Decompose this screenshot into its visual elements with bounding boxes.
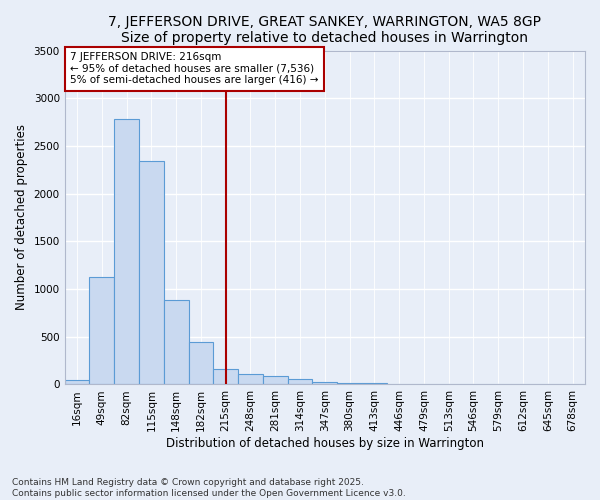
Text: 7 JEFFERSON DRIVE: 216sqm
← 95% of detached houses are smaller (7,536)
5% of sem: 7 JEFFERSON DRIVE: 216sqm ← 95% of detac… [70,52,319,86]
Bar [89,276,114,384]
Title: 7, JEFFERSON DRIVE, GREAT SANKEY, WARRINGTON, WA5 8GP
Size of property relative : 7, JEFFERSON DRIVE, GREAT SANKEY, WARRIN… [109,15,541,45]
Bar [139,161,164,384]
Bar [263,376,287,384]
Bar [313,382,337,384]
Text: Contains HM Land Registry data © Crown copyright and database right 2025.
Contai: Contains HM Land Registry data © Crown c… [12,478,406,498]
Bar [188,342,214,384]
Bar [114,119,139,384]
Bar [164,300,188,384]
Bar [337,382,362,384]
Bar [65,380,89,384]
Bar [238,374,263,384]
Y-axis label: Number of detached properties: Number of detached properties [15,124,28,310]
X-axis label: Distribution of detached houses by size in Warrington: Distribution of detached houses by size … [166,437,484,450]
Bar [287,379,313,384]
Bar [362,383,387,384]
Bar [214,368,238,384]
